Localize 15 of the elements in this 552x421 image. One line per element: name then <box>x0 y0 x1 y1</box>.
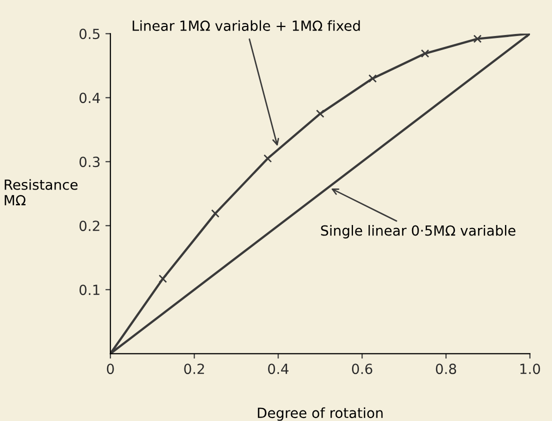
y-tick-label: 0.2 <box>80 220 100 232</box>
y-tick-label: 0.5 <box>80 28 100 40</box>
x-tick-label: 0 <box>106 364 114 374</box>
annotation: Linear 1MΩ variable + 1MΩ fixed <box>132 20 360 31</box>
x-tick-label: 0.2 <box>184 364 204 374</box>
x-tick-label: 1.0 <box>520 364 540 374</box>
x-axis-title: Degree of rotation <box>258 407 383 421</box>
annotation: Single linear 0·5MΩ variable <box>321 225 516 238</box>
y-axis-title: Resistance MΩ <box>4 179 78 206</box>
y-tick-label: 0.4 <box>80 92 100 104</box>
x-tick-label: 0.4 <box>268 364 288 374</box>
y-tick-label: 0.3 <box>80 156 100 168</box>
y-tick-label: 0.1 <box>80 284 100 296</box>
x-tick-label: 0.6 <box>352 364 372 374</box>
x-tick-label: 0.8 <box>436 364 456 374</box>
